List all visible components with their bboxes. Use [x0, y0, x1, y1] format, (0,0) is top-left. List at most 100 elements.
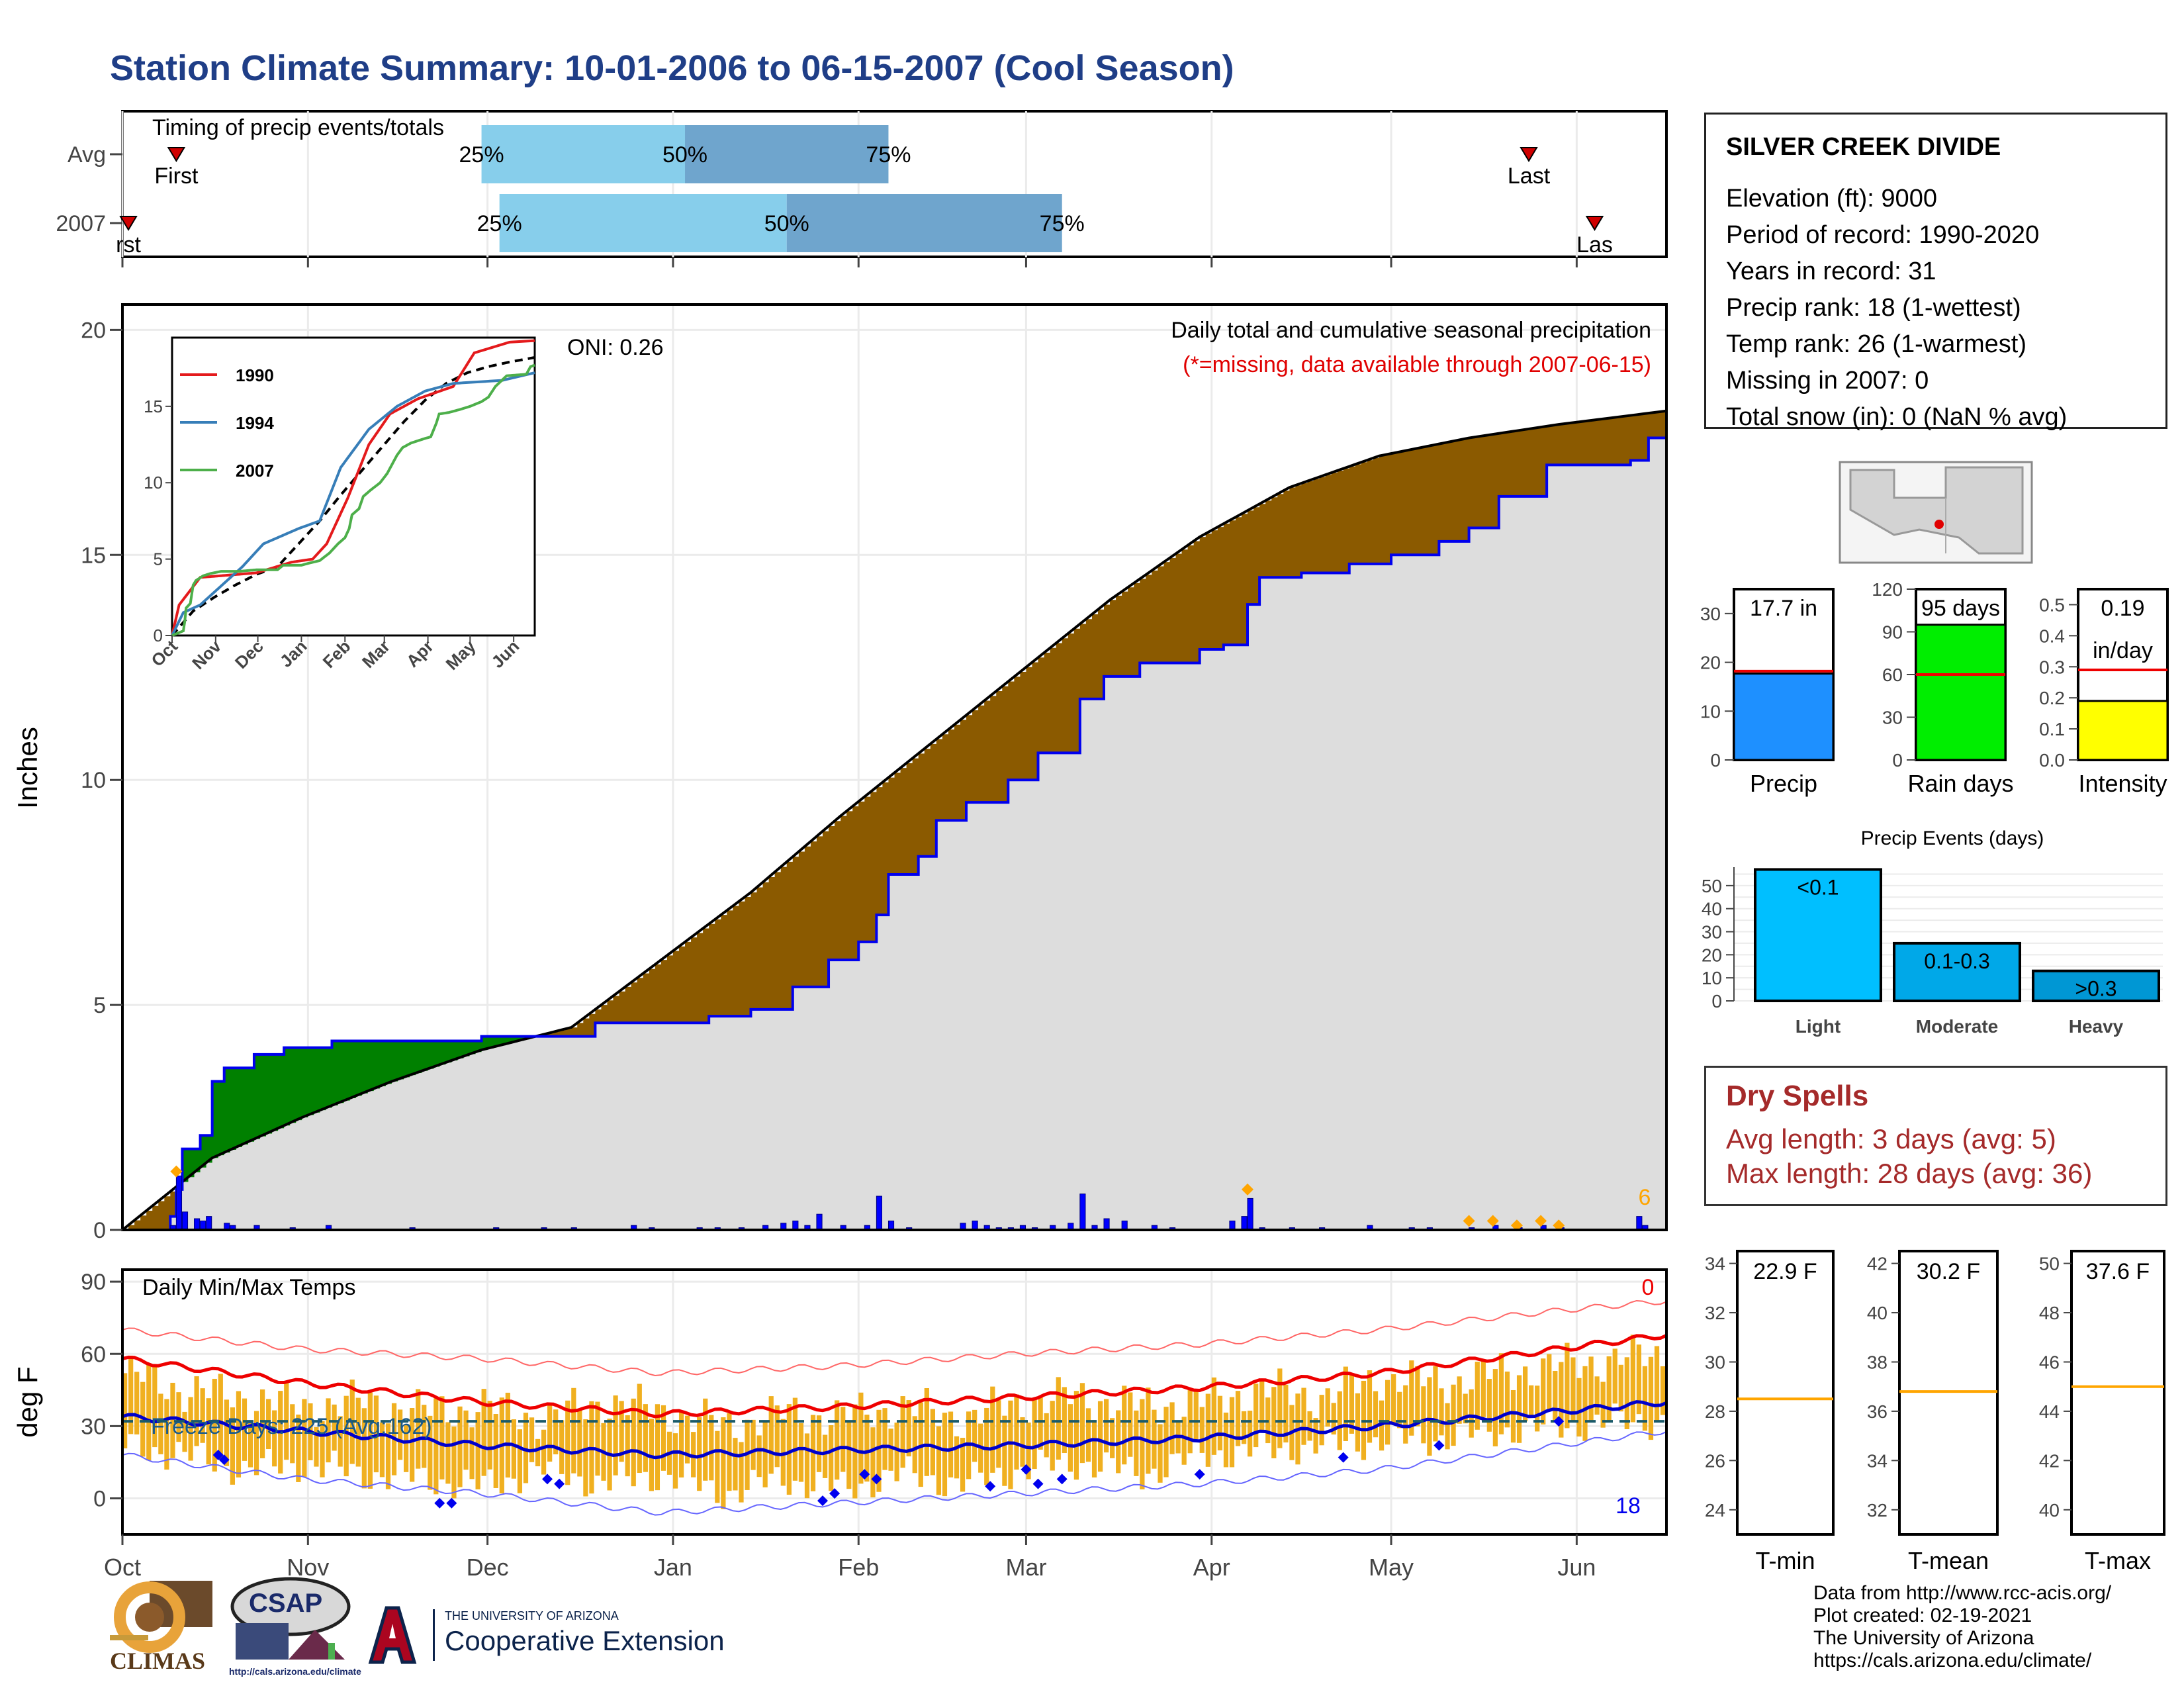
- daily-temp-range-bar: [1301, 1387, 1306, 1445]
- daily-temp-range-bar: [1217, 1395, 1223, 1451]
- daily-temp-range-bar: [1319, 1395, 1324, 1446]
- footer-line-url: https://cals.arizona.edu/climate/: [1813, 1650, 2092, 1671]
- daily-temp-range-bar: [1409, 1360, 1414, 1436]
- daily-temp-range-bar: [1163, 1407, 1169, 1477]
- record-low-marker: [1194, 1469, 1205, 1480]
- temp-ytick-label: 0: [93, 1486, 106, 1511]
- daily-temp-range-bar: [1116, 1410, 1121, 1474]
- daily-temp-range-bar: [1229, 1397, 1235, 1468]
- daily-temp-range-bar: [1612, 1348, 1617, 1404]
- footer-line-data: Data from http://www.rcc-acis.org/: [1813, 1582, 2112, 1604]
- mini-bar-label-0: Precip: [1750, 770, 1817, 797]
- daily-temp-range-bar: [1073, 1391, 1079, 1480]
- daily-temp-range-bar: [739, 1442, 744, 1503]
- record-min-temp-line: [122, 1430, 1667, 1516]
- daily-temp-range-bar: [134, 1372, 140, 1434]
- daily-temp-range-bar: [948, 1411, 954, 1477]
- precip-events-bar-2: [2032, 969, 2160, 1002]
- timing-bar-50-75: [786, 194, 1062, 252]
- record-low-marker: [871, 1474, 882, 1485]
- daily-temp-range-bar: [1504, 1371, 1510, 1428]
- daily-temp-range-bar: [1565, 1342, 1570, 1429]
- precip-events-ytick-label: 40: [1702, 899, 1722, 919]
- daily-temp-range-bar: [1146, 1387, 1151, 1474]
- daily-temp-range-bar: [170, 1382, 175, 1458]
- mini-bar-value-text-2: 0.19: [2101, 596, 2144, 621]
- daily-precip-bar: [876, 1196, 883, 1231]
- timing-p75-label: 75%: [1040, 211, 1085, 236]
- daily-temp-range-bar: [493, 1414, 498, 1488]
- climas-logo: CLIMAS: [110, 1581, 216, 1677]
- daily-temp-range-bar: [224, 1399, 229, 1466]
- record-low-marker: [1553, 1416, 1565, 1427]
- daily-temp-range-bar: [1618, 1364, 1623, 1412]
- daily-temp-range-bar: [870, 1427, 876, 1498]
- daily-temp-range-bar: [960, 1438, 966, 1492]
- daily-temp-range-bar: [924, 1387, 929, 1476]
- daily-temp-range-bar: [320, 1421, 325, 1477]
- inset-1994-line: [171, 371, 535, 636]
- precip-events-ytick-label: 10: [1702, 968, 1722, 988]
- daily-temp-range-bar: [835, 1400, 840, 1480]
- daily-temp-range-bar: [535, 1438, 541, 1467]
- station-location-dot: [1934, 520, 1944, 529]
- daily-temp-range-bar: [1128, 1392, 1133, 1457]
- daily-temp-range-bar: [1480, 1361, 1486, 1417]
- daily-temp-range-bar: [936, 1426, 942, 1495]
- timing-p25-label: 25%: [459, 142, 504, 167]
- daily-temp-range-bar: [1343, 1366, 1348, 1441]
- temp-box-ytick-label: 32: [1705, 1303, 1725, 1323]
- mini-bar-value-2: [2077, 700, 2169, 761]
- precip-events-xtick-label-0: Light: [1796, 1016, 1841, 1037]
- daily-temp-range-bar: [1349, 1375, 1354, 1434]
- daily-temp-range-bar: [1050, 1401, 1055, 1471]
- csap-logo-graphic: [230, 1577, 351, 1660]
- temp-box-ytick-label: 48: [2039, 1303, 2060, 1323]
- record-low-marker: [859, 1469, 870, 1480]
- daily-temp-range-bar: [332, 1404, 337, 1451]
- daily-precip-bar: [194, 1218, 201, 1231]
- average-min-temp-line: [122, 1400, 1667, 1460]
- daily-temp-range-bar: [343, 1395, 349, 1477]
- daily-temp-range-bar: [1463, 1393, 1468, 1424]
- daily-temp-range-bar: [882, 1408, 887, 1470]
- daily-temp-range-bar: [1457, 1376, 1462, 1424]
- daily-temp-range-bar: [709, 1415, 714, 1481]
- temp-box-value-0: 22.9 F: [1753, 1259, 1817, 1284]
- daily-temp-range-bar: [1169, 1402, 1175, 1454]
- temp-box-ytick-label: 24: [1705, 1500, 1725, 1521]
- daily-temp-range-bar: [1403, 1385, 1408, 1444]
- mini-bar-label-1: Rain days: [1907, 770, 2013, 797]
- inset-ytick-label: 5: [154, 549, 163, 569]
- daily-temp-range-bar: [798, 1423, 804, 1482]
- precip-note-title: Daily total and cumulative seasonal prec…: [1171, 318, 1651, 343]
- mini-bar-ytick-label: 10: [1700, 701, 1721, 722]
- daily-temp-range-bar: [1110, 1418, 1115, 1458]
- daily-temp-range-bar: [1103, 1399, 1109, 1453]
- temp-ytick-label: 90: [81, 1270, 106, 1295]
- daily-temp-range-bar: [660, 1405, 666, 1471]
- daily-temp-range-bar: [1313, 1418, 1318, 1454]
- daily-temp-range-bar: [1283, 1384, 1289, 1443]
- daily-temp-range-bar: [846, 1421, 852, 1489]
- daily-temp-range-bar: [439, 1396, 445, 1479]
- daily-temp-range-bar: [1648, 1356, 1654, 1440]
- month-xtick-label: Jun: [1557, 1554, 1596, 1581]
- daily-temp-range-bar: [1026, 1423, 1031, 1479]
- temp-box-ytick-label: 34: [1705, 1254, 1725, 1274]
- daily-temp-range-bar: [1002, 1415, 1007, 1486]
- timing-bar-50-75: [685, 125, 889, 183]
- daily-temp-range-bar: [206, 1398, 211, 1465]
- daily-temp-range-bar: [715, 1430, 720, 1503]
- daily-temp-range-bar: [517, 1429, 523, 1493]
- daily-temp-range-bar: [762, 1421, 768, 1487]
- daily-temp-range-bar: [1636, 1344, 1642, 1415]
- extreme-precip-marker: [1242, 1183, 1254, 1196]
- daily-temp-range-bar: [146, 1364, 152, 1461]
- daily-temp-range-bar: [1331, 1403, 1336, 1435]
- daily-temp-range-bar: [1600, 1382, 1606, 1428]
- daily-temp-range-bar: [553, 1409, 559, 1455]
- temp-panel-title: Daily Min/Max Temps: [142, 1275, 355, 1300]
- daily-temp-range-bar: [433, 1398, 439, 1495]
- daily-precip-bar: [206, 1216, 212, 1231]
